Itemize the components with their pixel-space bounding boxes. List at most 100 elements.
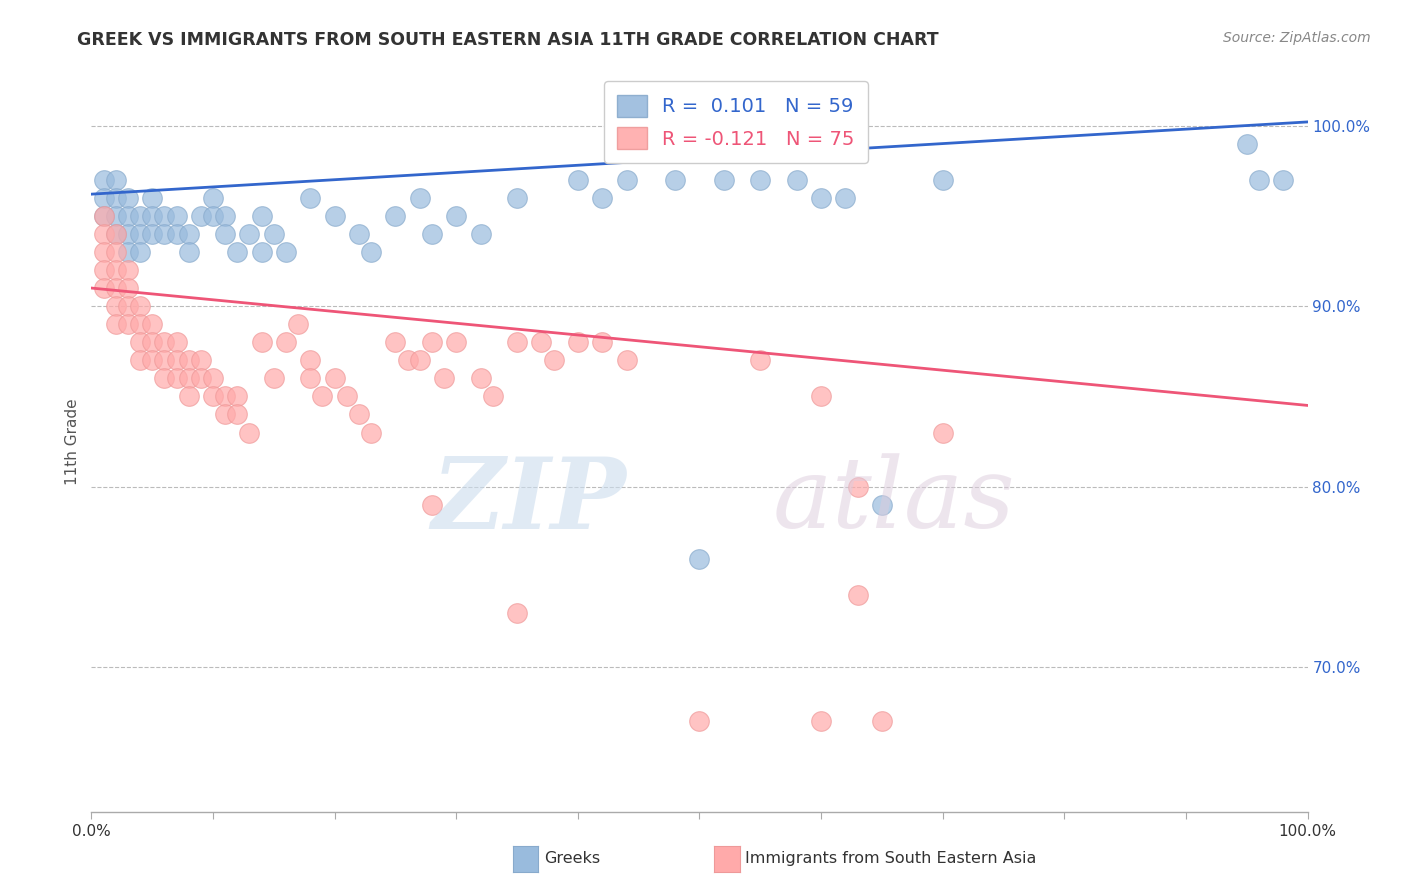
Point: [846, 588, 869, 602]
Text: GREEK VS IMMIGRANTS FROM SOUTH EASTERN ASIA 11TH GRADE CORRELATION CHART: GREEK VS IMMIGRANTS FROM SOUTH EASTERN A…: [77, 31, 939, 49]
Point: [931, 172, 953, 186]
Point: [129, 227, 152, 241]
Point: [238, 227, 260, 241]
Point: [250, 244, 273, 259]
Point: [846, 480, 869, 494]
Point: [1236, 136, 1258, 151]
Point: [591, 335, 613, 350]
Point: [810, 389, 832, 403]
Point: [117, 281, 139, 295]
Point: [141, 353, 163, 368]
Point: [433, 371, 456, 385]
Point: [299, 191, 322, 205]
Point: [347, 227, 370, 241]
Point: [931, 425, 953, 440]
Point: [323, 209, 346, 223]
Point: [93, 209, 115, 223]
Point: [749, 172, 772, 186]
Point: [104, 244, 127, 259]
Point: [93, 227, 115, 241]
Point: [506, 335, 529, 350]
Point: [177, 227, 200, 241]
Point: [117, 244, 139, 259]
Point: [688, 714, 710, 729]
Point: [166, 227, 188, 241]
Point: [117, 227, 139, 241]
Point: [713, 172, 735, 186]
Point: [190, 209, 212, 223]
Point: [93, 281, 115, 295]
Point: [153, 209, 176, 223]
Point: [616, 172, 638, 186]
Point: [420, 498, 443, 512]
Point: [93, 191, 115, 205]
Point: [104, 191, 127, 205]
Point: [1247, 172, 1270, 186]
Point: [153, 371, 176, 385]
Point: [470, 371, 492, 385]
Point: [153, 227, 176, 241]
Point: [177, 353, 200, 368]
Point: [177, 244, 200, 259]
Point: [530, 335, 553, 350]
Point: [506, 191, 529, 205]
Point: [214, 408, 236, 422]
Point: [616, 353, 638, 368]
Text: ZIP: ZIP: [432, 452, 627, 549]
Point: [506, 606, 529, 620]
Point: [323, 371, 346, 385]
Point: [104, 317, 127, 331]
Point: [129, 209, 152, 223]
Point: [104, 281, 127, 295]
Point: [664, 172, 686, 186]
Point: [202, 371, 225, 385]
Point: [688, 552, 710, 566]
Point: [749, 353, 772, 368]
Point: [226, 389, 249, 403]
Point: [177, 389, 200, 403]
Point: [360, 425, 382, 440]
Point: [202, 209, 225, 223]
Point: [444, 335, 467, 350]
Point: [129, 299, 152, 313]
Point: [104, 227, 127, 241]
Point: [141, 335, 163, 350]
Point: [470, 227, 492, 241]
Point: [810, 714, 832, 729]
Point: [409, 191, 432, 205]
Point: [287, 317, 309, 331]
Point: [226, 408, 249, 422]
Point: [567, 172, 589, 186]
Point: [117, 263, 139, 277]
Point: [202, 389, 225, 403]
Point: [177, 371, 200, 385]
Point: [214, 209, 236, 223]
Point: [104, 172, 127, 186]
Point: [202, 191, 225, 205]
Point: [117, 299, 139, 313]
Point: [129, 353, 152, 368]
Point: [481, 389, 503, 403]
Point: [104, 299, 127, 313]
Point: [214, 389, 236, 403]
Point: [870, 498, 893, 512]
Point: [93, 244, 115, 259]
Point: [141, 191, 163, 205]
Point: [274, 335, 297, 350]
Point: [238, 425, 260, 440]
Point: [347, 408, 370, 422]
Point: [810, 191, 832, 205]
Point: [444, 209, 467, 223]
Legend: R =  0.101   N = 59, R = -0.121   N = 75: R = 0.101 N = 59, R = -0.121 N = 75: [603, 81, 868, 163]
Text: Source: ZipAtlas.com: Source: ZipAtlas.com: [1223, 31, 1371, 45]
Point: [141, 209, 163, 223]
Point: [141, 317, 163, 331]
Point: [117, 209, 139, 223]
Point: [226, 244, 249, 259]
Point: [117, 191, 139, 205]
Point: [274, 244, 297, 259]
Point: [409, 353, 432, 368]
Point: [263, 371, 285, 385]
Point: [129, 244, 152, 259]
Point: [93, 209, 115, 223]
